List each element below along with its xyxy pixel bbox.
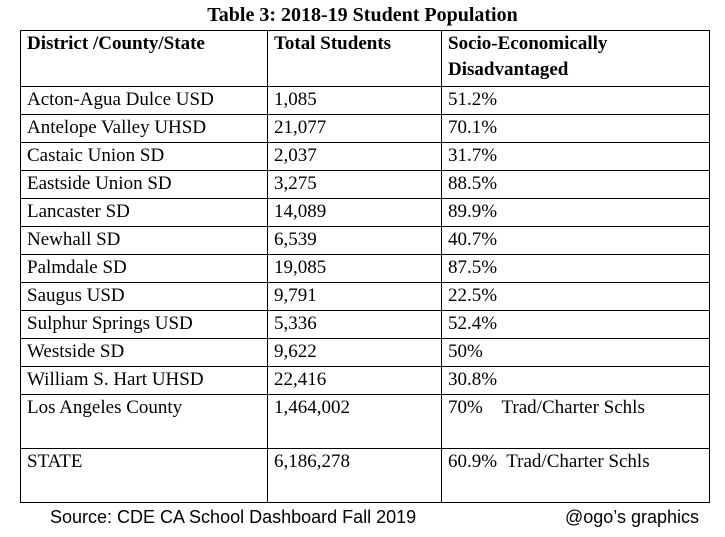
credit: @ogo’s graphics [564, 507, 699, 527]
table-row: Lancaster SD 14,089 89.9% [20, 198, 710, 227]
table-cell: William S. Hart UHSD [20, 366, 268, 395]
table-row: Eastside Union SD 3,275 88.5% [20, 170, 710, 199]
table-cell: Antelope Valley UHSD [20, 114, 268, 143]
table-cell: 60.9% Trad/Charter Schls [441, 448, 710, 503]
table-row: Acton-Agua Dulce USD 1,085 51.2% [20, 86, 710, 115]
table-row: STATE 6,186,278 60.9% Trad/Charter Schls [20, 448, 710, 503]
table-cell: 3,275 [267, 170, 442, 199]
table-cell: 21,077 [267, 114, 442, 143]
table-cell: 9,622 [267, 338, 442, 367]
table-cell: Newhall SD [20, 226, 268, 255]
table-cell: 31.7% [441, 142, 710, 171]
table-cell: 40.7% [441, 226, 710, 255]
header-row: District /County/State Total Students Soci… [20, 30, 710, 87]
table-body: Acton-Agua Dulce USD 1,085 51.2% Antelope V… [20, 86, 710, 503]
table-cell: 88.5% [441, 170, 710, 199]
table-cell: 6,186,278 [267, 448, 442, 503]
table-cell: 22.5% [441, 282, 710, 311]
table-cell: 70.1% [441, 114, 710, 143]
table-row: William S. Hart UHSD 22,416 30.8% [20, 366, 710, 395]
table-cell: 6,539 [267, 226, 442, 255]
table-cell: Eastside Union SD [20, 170, 268, 199]
table-row: Saugus USD 9,791 22.5% [20, 282, 710, 311]
table-title: Table 3: 2018-19 Student Population [207, 4, 518, 26]
table-cell: 87.5% [441, 254, 710, 283]
table-cell: Westside SD [20, 338, 268, 367]
table-cell: 30.8% [441, 366, 710, 395]
table-cell: 1,085 [267, 86, 442, 115]
table-cell: 19,085 [267, 254, 442, 283]
data-table: District /County/State Total Students Soci… [20, 30, 710, 503]
table-cell: 89.9% [441, 198, 710, 227]
table-row: Sulphur Springs USD 5,336 52.4% [20, 310, 710, 339]
header-cell: District /County/State [20, 30, 268, 87]
table-cell: Castaic Union SD [20, 142, 268, 171]
table-cell: 51.2% [441, 86, 710, 115]
source-note: Source: CDE CA School Dashboard Fall 201… [50, 507, 417, 527]
table-row: Castaic Union SD 2,037 31.7% [20, 142, 710, 171]
table-cell: Palmdale SD [20, 254, 268, 283]
table-cell: STATE [20, 448, 268, 503]
table-cell: 5,336 [267, 310, 442, 339]
table-cell: Saugus USD [20, 282, 268, 311]
table-row: Los Angeles County 1,464,002 70% Trad/Char… [20, 394, 710, 449]
header-cell: Total Students [267, 30, 442, 87]
table-cell: Lancaster SD [20, 198, 268, 227]
table-cell: 14,089 [267, 198, 442, 227]
table-cell: Acton-Agua Dulce USD [20, 86, 268, 115]
header-cell: Socio-Economically Disadvantaged [441, 30, 710, 87]
table-cell: 70% Trad/Charter Schls [441, 394, 710, 449]
table-cell: 52.4% [441, 310, 710, 339]
table-cell: 2,037 [267, 142, 442, 171]
table-row: Antelope Valley UHSD 21,077 70.1% [20, 114, 710, 143]
table-row: Westside SD 9,622 50% [20, 338, 710, 367]
table-cell: 1,464,002 [267, 394, 442, 449]
table-cell: Sulphur Springs USD [20, 310, 268, 339]
table-cell: 22,416 [267, 366, 442, 395]
table-row: Newhall SD 6,539 40.7% [20, 226, 710, 255]
table-cell: 50% [441, 338, 710, 367]
table-row: Palmdale SD 19,085 87.5% [20, 254, 710, 283]
table-cell: Los Angeles County [20, 394, 268, 449]
table-cell: 9,791 [267, 282, 442, 311]
